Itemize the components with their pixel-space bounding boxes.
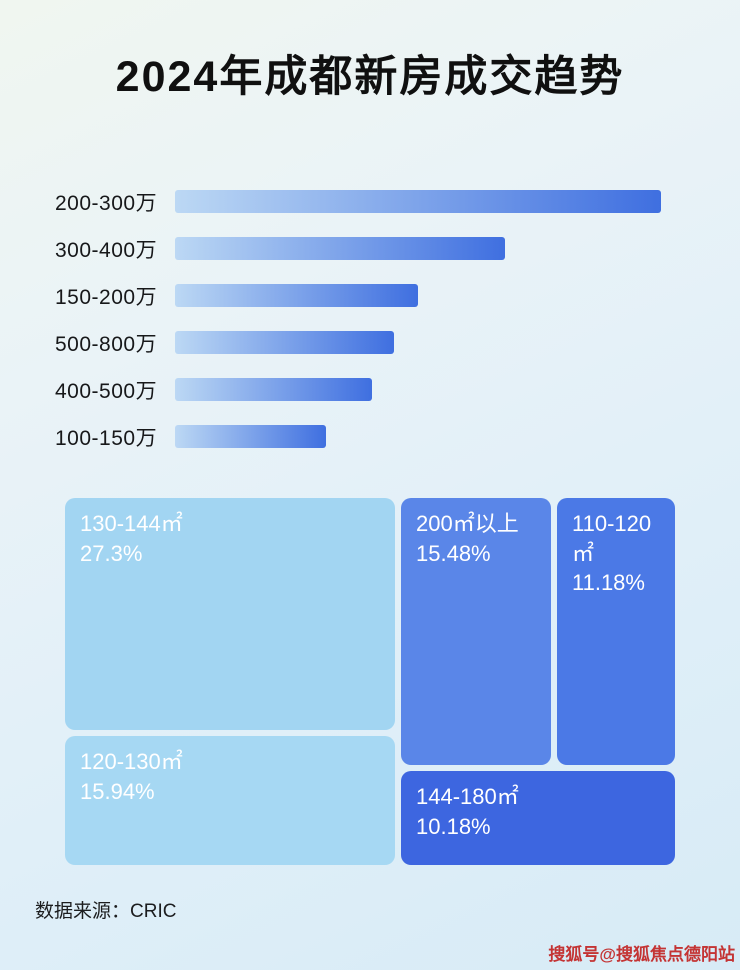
bar-label: 200-300万 [55, 191, 158, 215]
treemap-block-value: 11.18% [572, 570, 645, 596]
bar-label: 150-200万 [55, 285, 158, 309]
treemap-block-value: 10.18% [416, 813, 491, 839]
treemap-block-value: 27.3% [80, 540, 143, 566]
bar [175, 378, 372, 401]
area-size-treemap: 130-144㎡ 27.3% 200㎡以上 15.48% 110-120㎡ 11… [65, 498, 675, 865]
bar [175, 237, 506, 260]
treemap-block-label: 130-144㎡ [80, 511, 183, 536]
treemap-block-label: 200㎡以上 [416, 511, 519, 536]
bar-row: 400-500万 [55, 366, 661, 413]
bar-track [175, 190, 661, 213]
page-title: 2024年成都新房成交趋势 [115, 53, 625, 101]
price-range-bar-chart: 200-300万 300-400万 150-200万 500-800万 400-… [55, 178, 661, 460]
bar-row: 500-800万 [55, 319, 661, 366]
bar [175, 331, 394, 354]
bar-label: 400-500万 [55, 379, 158, 403]
bar-row: 200-300万 [55, 178, 661, 225]
treemap-block-label: 110-120㎡ [572, 511, 652, 566]
bar-row: 100-150万 [55, 413, 661, 460]
bar [175, 284, 418, 307]
bar-row: 150-200万 [55, 272, 661, 319]
treemap-block: 110-120㎡ 11.18% [557, 498, 675, 765]
treemap-block-value: 15.94% [80, 778, 155, 804]
watermark: 搜狐号@搜狐焦点德阳站 [548, 945, 735, 964]
bar [175, 190, 661, 213]
bar-track [175, 425, 661, 448]
treemap-block: 130-144㎡ 27.3% [65, 498, 395, 730]
treemap-block: 144-180㎡ 10.18% [401, 771, 675, 865]
bar-track [175, 284, 661, 307]
treemap-block-value: 15.48% [416, 540, 491, 566]
treemap-block: 200㎡以上 15.48% [401, 498, 551, 765]
bar [175, 425, 326, 448]
bar-label: 500-800万 [55, 332, 158, 356]
bar-row: 300-400万 [55, 225, 661, 272]
bar-label: 100-150万 [55, 426, 158, 450]
bar-track [175, 378, 661, 401]
treemap-block-label: 144-180㎡ [416, 784, 519, 809]
data-source-label: 数据来源：CRIC [35, 901, 177, 922]
treemap-block-label: 120-130㎡ [80, 749, 183, 774]
bar-track [175, 331, 661, 354]
bar-track [175, 237, 661, 260]
bar-label: 300-400万 [55, 238, 158, 262]
treemap-block: 120-130㎡ 15.94% [65, 736, 395, 865]
